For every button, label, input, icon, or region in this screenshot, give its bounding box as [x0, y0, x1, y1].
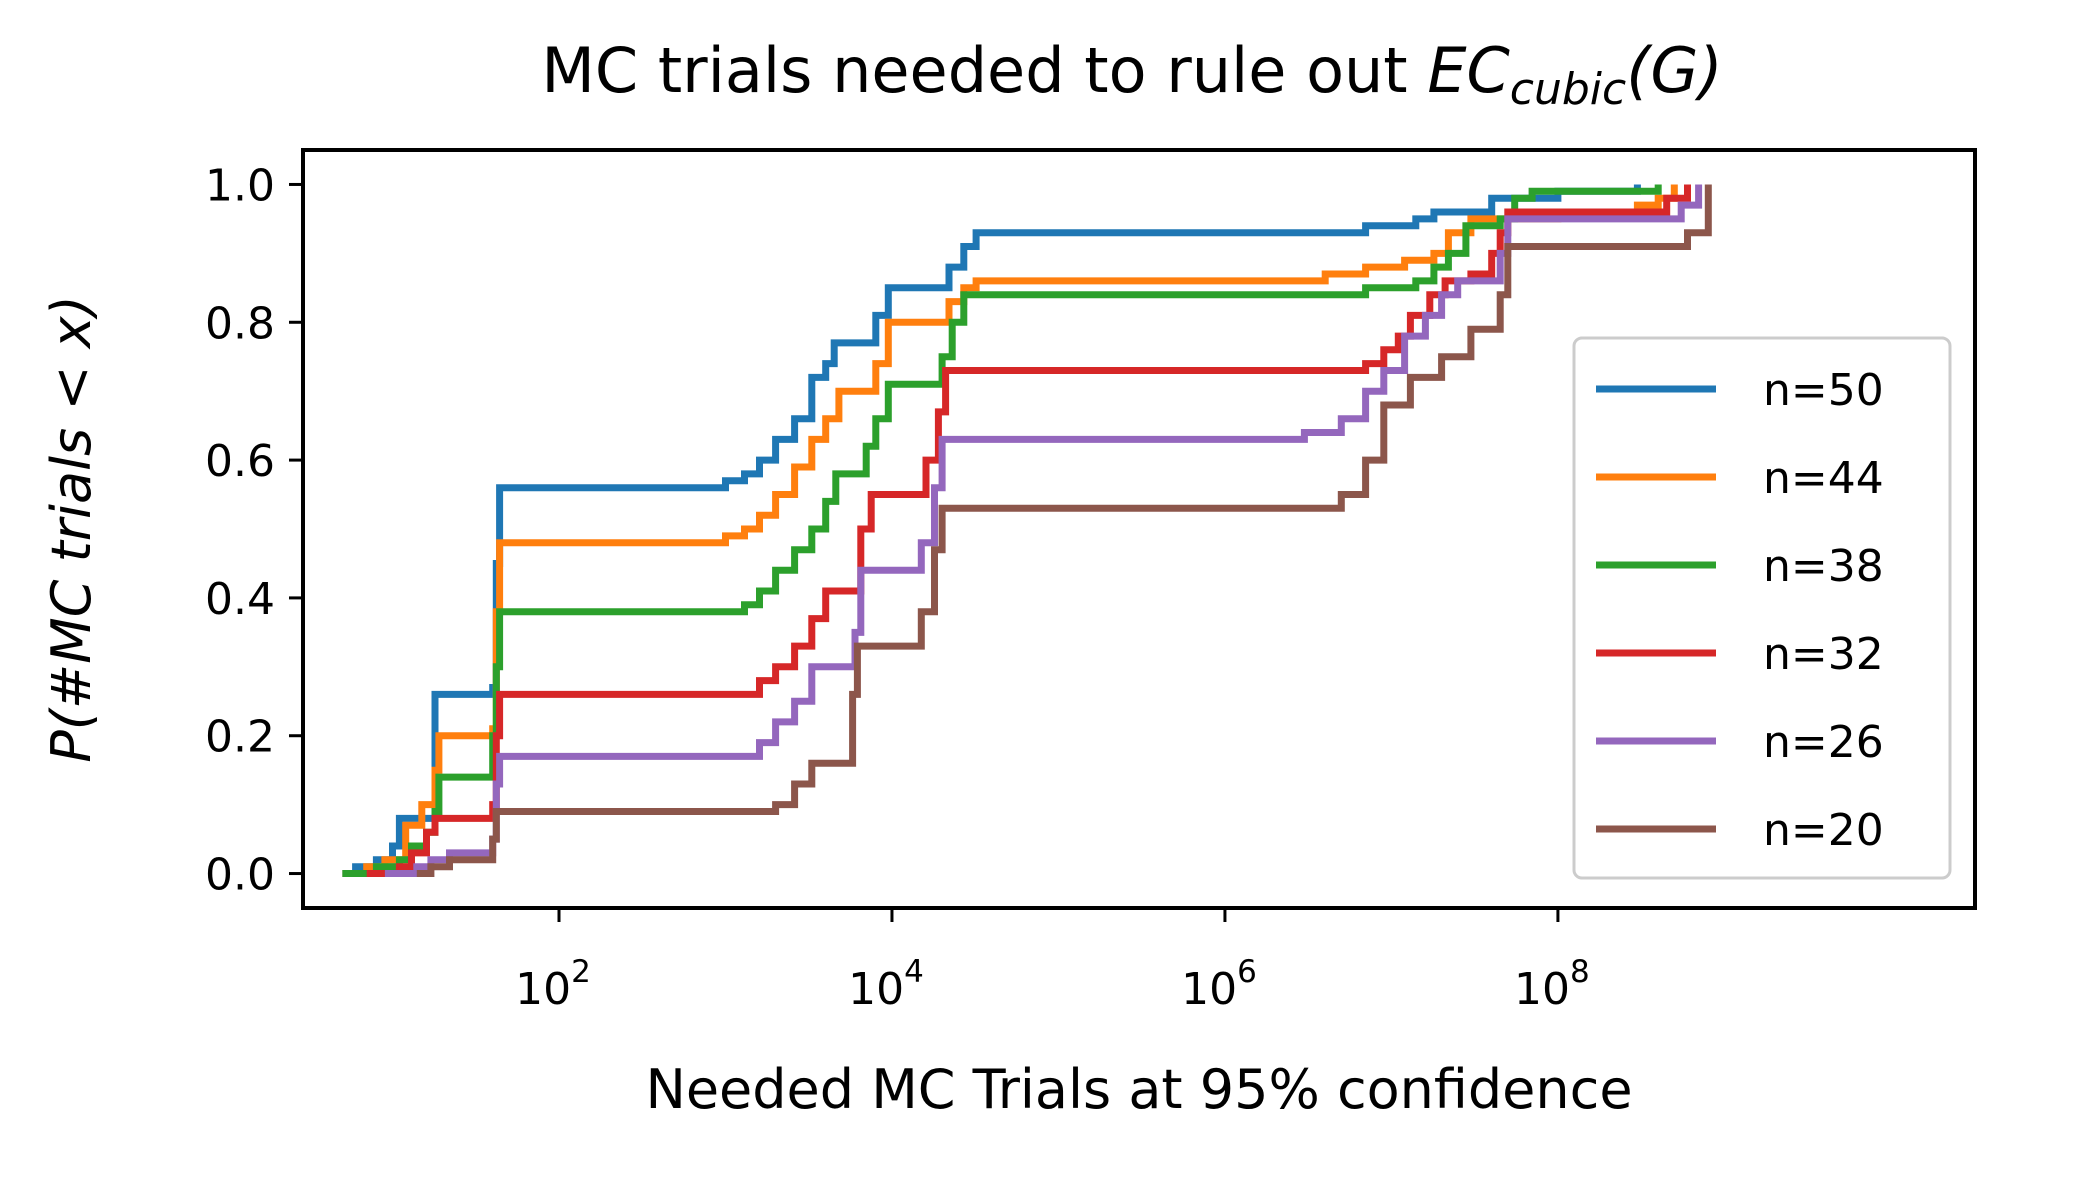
chart-title-text: MC trials needed to rule out — [541, 34, 1427, 107]
legend-label-n=32: n=32 — [1763, 629, 1884, 680]
x-tick-exponent: 2 — [571, 954, 591, 990]
y-axis-label: P(#MC trials < x) — [40, 295, 103, 763]
series-line-n=32 — [366, 184, 1691, 877]
x-tick-base: 10 — [1514, 964, 1570, 1015]
chart-title-subscript: cubic — [1510, 64, 1626, 115]
x-tick-exponent: 8 — [1570, 954, 1590, 990]
legend: n=50 n=44 n=38 n=32 n=26 n=20 — [1572, 336, 1952, 880]
chart-title-math: EC — [1427, 34, 1510, 107]
x-tick-label: 102 — [515, 954, 591, 1015]
x-tick-base: 10 — [848, 964, 904, 1015]
y-tick-label: 0.8 — [205, 298, 275, 349]
y-tick-label: 0.6 — [205, 436, 275, 487]
x-tick-exponent: 4 — [904, 954, 924, 990]
series-line-n=44 — [342, 184, 1678, 877]
legend-label-n=20: n=20 — [1763, 805, 1884, 856]
chart-title: MC trials needed to rule out ECcubic(G) — [541, 34, 1722, 115]
legend-label-n=26: n=26 — [1763, 717, 1884, 768]
y-tick-label: 0.0 — [205, 850, 275, 901]
x-tick-label: 104 — [848, 954, 924, 1015]
series-line-n=38 — [342, 184, 1662, 877]
series-group — [342, 184, 1712, 877]
x-axis-ticks: 102 104 106 108 — [515, 908, 1590, 1015]
x-tick-label: 108 — [1514, 954, 1590, 1015]
x-tick-base: 10 — [515, 964, 571, 1015]
y-tick-label: 1.0 — [205, 160, 275, 211]
legend-label-n=38: n=38 — [1763, 541, 1884, 592]
x-tick-exponent: 6 — [1237, 954, 1257, 990]
legend-label-n=50: n=50 — [1763, 365, 1884, 416]
x-tick-base: 10 — [1181, 964, 1237, 1015]
y-tick-label: 0.4 — [205, 574, 275, 625]
x-axis-label: Needed MC Trials at 95% confidence — [645, 1058, 1632, 1121]
y-tick-label: 0.2 — [205, 712, 275, 763]
legend-label-n=44: n=44 — [1763, 453, 1884, 504]
series-line-n=20 — [416, 184, 1712, 877]
x-tick-label: 106 — [1181, 954, 1257, 1015]
series-line-n=26 — [384, 184, 1703, 877]
plot-frame — [301, 148, 1977, 910]
legend-box — [1572, 336, 1952, 880]
chart-title-math-rest: (G) — [1626, 34, 1722, 107]
y-axis-ticks: 0.0 0.2 0.4 0.6 0.8 1.0 — [205, 160, 303, 901]
